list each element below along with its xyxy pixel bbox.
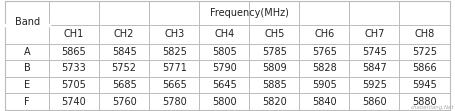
- Text: 5847: 5847: [362, 63, 387, 73]
- Text: 5790: 5790: [212, 63, 237, 73]
- Text: F: F: [25, 97, 30, 107]
- Text: CH1: CH1: [64, 29, 84, 39]
- Text: 5825: 5825: [162, 47, 187, 57]
- Text: 5685: 5685: [112, 80, 136, 90]
- Text: Frequency(MHz): Frequency(MHz): [210, 8, 288, 18]
- Text: CH5: CH5: [264, 29, 284, 39]
- Text: 5745: 5745: [362, 47, 387, 57]
- Text: 5733: 5733: [61, 63, 86, 73]
- Text: 5820: 5820: [262, 97, 287, 107]
- Text: 5845: 5845: [112, 47, 136, 57]
- Text: 5865: 5865: [61, 47, 86, 57]
- Text: 5860: 5860: [362, 97, 387, 107]
- Text: CH4: CH4: [214, 29, 234, 39]
- Text: chaoerliang.Net: chaoerliang.Net: [410, 105, 454, 110]
- Text: CH7: CH7: [364, 29, 384, 39]
- Text: 5740: 5740: [61, 97, 86, 107]
- Text: 5725: 5725: [412, 47, 437, 57]
- Text: Band: Band: [15, 17, 40, 27]
- Text: 5645: 5645: [212, 80, 237, 90]
- Text: 5705: 5705: [61, 80, 86, 90]
- Text: 5880: 5880: [412, 97, 437, 107]
- Text: 5760: 5760: [112, 97, 136, 107]
- Text: CH8: CH8: [415, 29, 435, 39]
- Text: 5771: 5771: [162, 63, 187, 73]
- Text: 5866: 5866: [412, 63, 437, 73]
- Text: CH2: CH2: [114, 29, 134, 39]
- Text: 5885: 5885: [262, 80, 287, 90]
- Text: 5945: 5945: [412, 80, 437, 90]
- Text: CH3: CH3: [164, 29, 184, 39]
- Text: 5665: 5665: [162, 80, 187, 90]
- Text: B: B: [24, 63, 30, 73]
- Text: 5828: 5828: [312, 63, 337, 73]
- Text: 5840: 5840: [312, 97, 337, 107]
- Text: 5905: 5905: [312, 80, 337, 90]
- Text: E: E: [24, 80, 30, 90]
- Text: 5785: 5785: [262, 47, 287, 57]
- Text: 5809: 5809: [262, 63, 287, 73]
- Text: A: A: [24, 47, 30, 57]
- Text: 5805: 5805: [212, 47, 237, 57]
- Text: 5752: 5752: [111, 63, 136, 73]
- Text: 5765: 5765: [312, 47, 337, 57]
- Text: 5800: 5800: [212, 97, 237, 107]
- Text: 5925: 5925: [362, 80, 387, 90]
- Text: CH6: CH6: [314, 29, 334, 39]
- Text: 5780: 5780: [162, 97, 187, 107]
